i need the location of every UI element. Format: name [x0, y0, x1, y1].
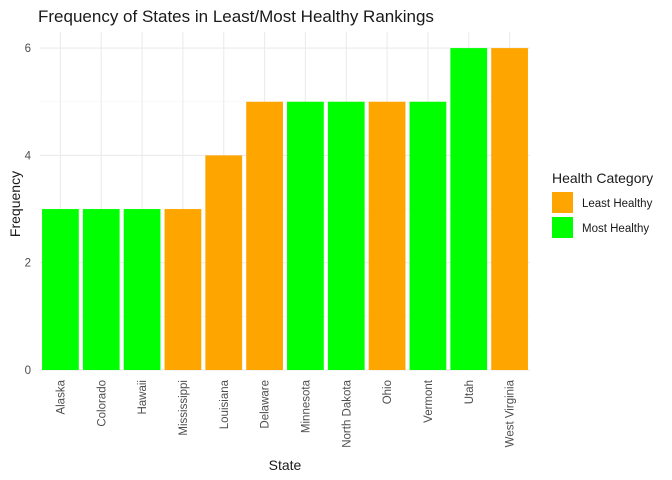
- bars: [42, 48, 528, 370]
- legend-label: Most Healthy: [582, 223, 649, 235]
- legend-label: Least Healthy: [582, 198, 653, 210]
- bar-colorado: [82, 209, 120, 370]
- x-tick-label: West Virginia: [505, 379, 517, 447]
- x-tick-label: Utah: [464, 380, 476, 404]
- y-tick-label: 2: [25, 258, 31, 270]
- bar-west-virginia: [491, 48, 528, 370]
- bar-north-dakota: [327, 101, 365, 370]
- y-tick-label: 0: [25, 365, 31, 377]
- legend-title: Health Category: [552, 170, 653, 186]
- y-tick-label: 6: [25, 43, 31, 55]
- bar-mississippi: [164, 209, 202, 370]
- x-tick-label: Delaware: [260, 380, 272, 429]
- x-tick-label: Minnesota: [300, 379, 312, 433]
- x-tick-label: Louisiana: [219, 379, 231, 429]
- x-axis-ticks: Alaska Colorado Hawaii Mississippi Louisiana…: [55, 379, 516, 448]
- legend: Health Category Least Healthy Most Health…: [552, 170, 653, 238]
- x-tick-label: Mississippi: [178, 380, 190, 436]
- bar-alaska: [42, 209, 79, 370]
- bar-utah: [450, 48, 488, 370]
- bar-vermont: [409, 101, 447, 370]
- bar-minnesota: [287, 101, 324, 370]
- x-tick-label: Ohio: [382, 380, 394, 404]
- legend-key: [552, 192, 573, 213]
- bar-delaware: [246, 101, 283, 370]
- y-axis-title: Frequency: [7, 171, 23, 237]
- chart-title: Frequency of States in Least/Most Health…: [38, 7, 434, 26]
- y-axis-ticks: 0 2 4 6: [25, 43, 32, 377]
- x-tick-label: Vermont: [423, 379, 435, 423]
- x-tick-label: Hawaii: [137, 380, 149, 415]
- y-tick-label: 4: [25, 150, 32, 162]
- bar-hawaii: [123, 209, 161, 370]
- x-tick-label: Alaska: [55, 379, 67, 414]
- x-tick-label: Colorado: [96, 380, 108, 427]
- bar-louisiana: [205, 155, 243, 370]
- bar-ohio: [368, 101, 406, 370]
- x-tick-label: North Dakota: [341, 379, 353, 447]
- x-axis-title: State: [269, 457, 302, 473]
- legend-key: [552, 217, 573, 238]
